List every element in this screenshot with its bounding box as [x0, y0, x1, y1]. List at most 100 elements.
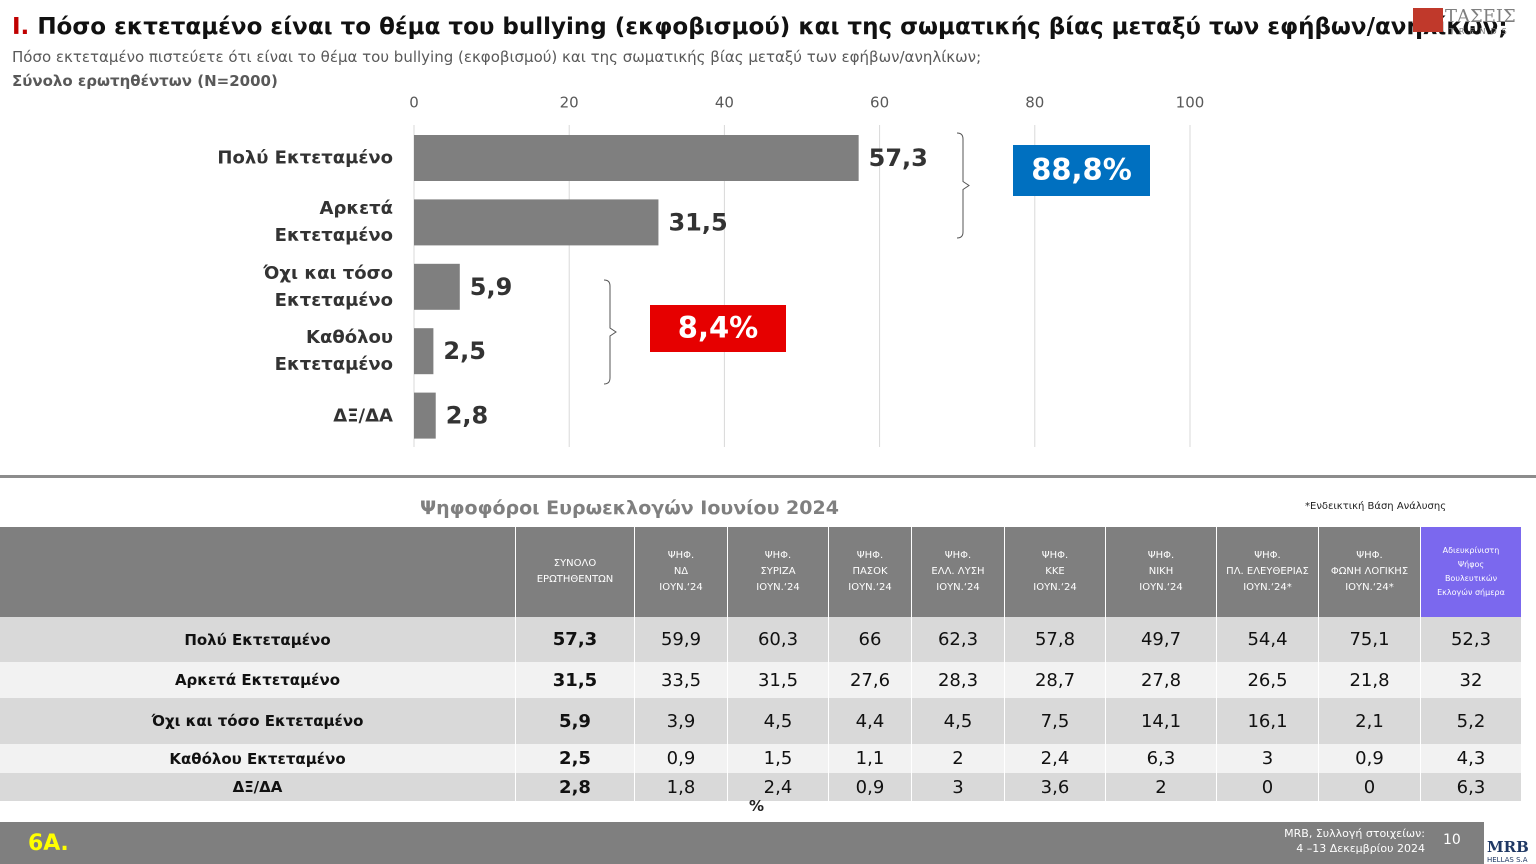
table-note: *Ενδεικτική Βάση Ανάλυσης	[1305, 501, 1447, 512]
table-cell: 49,7	[1105, 617, 1216, 662]
table-cell: 16,1	[1216, 698, 1318, 744]
table-cell: 3	[911, 773, 1004, 801]
table-cell: 0	[1318, 773, 1420, 801]
table-cell: 52,3	[1420, 617, 1521, 662]
table-cell: 0,9	[634, 744, 727, 773]
annotation: 88,8%	[1031, 153, 1132, 187]
subtitle: Πόσο εκτεταμένο πιστεύετε ότι είναι το θ…	[12, 48, 982, 66]
bracket	[603, 279, 617, 385]
value-label: 2,8	[446, 402, 489, 430]
table-cell: 1,1	[828, 744, 911, 773]
bar	[414, 263, 460, 310]
slide-number: 6Α.	[28, 831, 69, 856]
column-header: Αδιευκρίνιστη Ψήφος Βουλευτικών Εκλογών …	[1420, 527, 1521, 617]
value-label: 2,5	[443, 337, 486, 365]
x-tick-label: 80	[1025, 94, 1044, 112]
table-cell: 5,2	[1420, 698, 1521, 744]
mrb-logo-text: MRB	[1487, 838, 1529, 856]
bracket	[956, 132, 970, 239]
table-cell: 4,5	[911, 698, 1004, 744]
table-cell: 6,3	[1420, 773, 1521, 801]
table-cell: 4,4	[828, 698, 911, 744]
category-label: ΔΞ/ΔΑ	[333, 405, 393, 427]
table-cell: 14,1	[1105, 698, 1216, 744]
table-cell: 57,8	[1004, 617, 1105, 662]
category-label: Όχι και τόσο Εκτεταμένο	[263, 262, 393, 311]
header-row-bg	[0, 527, 515, 617]
row-label: Πολύ Εκτεταμένο	[0, 617, 515, 662]
page-number: 10	[1443, 832, 1461, 848]
table-cell: 3,6	[1004, 773, 1105, 801]
category-label: Αρκετά Εκτεταμένο	[274, 198, 393, 247]
x-tick-label: 40	[715, 94, 734, 112]
table-cell: 57,3	[515, 617, 634, 662]
table-cell: 27,6	[828, 662, 911, 698]
bar	[414, 328, 434, 375]
table-cell: 1,5	[727, 744, 828, 773]
table-cell: 4,3	[1420, 744, 1521, 773]
x-tick-label: 20	[560, 94, 579, 112]
table-cell: 0,9	[1318, 744, 1420, 773]
column-header: ΨΗΦ. ΦΩΝΗ ΛΟΓΙΚΗΣ ΙΟΥΝ.‘24*	[1318, 527, 1420, 617]
column-header: ΨΗΦ. ΣΥΡΙΖΑ ΙΟΥΝ.‘24	[727, 527, 828, 617]
table-cell: 28,3	[911, 662, 1004, 698]
table-cell: 2,8	[515, 773, 634, 801]
table-cell: 4,5	[727, 698, 828, 744]
table-cell: 26,5	[1216, 662, 1318, 698]
table-cell: 59,9	[634, 617, 727, 662]
unit: %	[749, 797, 765, 815]
mrb-logo: MRB HELLAS S.A	[1484, 822, 1536, 864]
value-label: 57,3	[869, 144, 928, 172]
bar	[414, 135, 859, 181]
table-cell: 21,8	[1318, 662, 1420, 698]
mrb-logo-sub: HELLAS S.A	[1487, 856, 1528, 864]
table-cell: 6,3	[1105, 744, 1216, 773]
table-cell: 31,5	[515, 662, 634, 698]
bar	[414, 392, 436, 439]
table-cell: 27,8	[1105, 662, 1216, 698]
table-cell: 3,9	[634, 698, 727, 744]
table-cell: 2,4	[727, 773, 828, 801]
row-label: Καθόλου Εκτεταμένο	[0, 744, 515, 773]
table-cell: 3	[1216, 744, 1318, 773]
row-label: ΔΞ/ΔΑ	[0, 773, 515, 801]
column-header: ΣΥΝΟΛΟ ΕΡΩΤΗΘΕΝΤΩΝ	[515, 527, 634, 617]
column-header: ΨΗΦ. ΝΙΚΗ ΙΟΥΝ.‘24	[1105, 527, 1216, 617]
logo-main: ΤΑΣΕΙΣ	[1445, 6, 1516, 27]
column-header: ΨΗΦ. ΚΚΕ ΙΟΥΝ.‘24	[1004, 527, 1105, 617]
annotation-box	[1013, 145, 1150, 196]
row-label: Όχι και τόσο Εκτεταμένο	[0, 698, 515, 744]
table-cell: 1,8	[634, 773, 727, 801]
logo: ΤΑΣΕΙΣ TRENDS	[1413, 6, 1523, 36]
table-cell: 0	[1216, 773, 1318, 801]
bar	[414, 199, 659, 246]
table-cell: 31,5	[727, 662, 828, 698]
table-cell: 54,4	[1216, 617, 1318, 662]
column-header: ΨΗΦ. ΝΔ ΙΟΥΝ.‘24	[634, 527, 727, 617]
row-label: Αρκετά Εκτεταμένο	[0, 662, 515, 698]
base: Σύνολο ερωτηθέντων (N=2000)	[12, 72, 278, 90]
logo-icon	[1413, 8, 1443, 32]
column-header: ΨΗΦ. ΠΑΣΟΚ ΙΟΥΝ.‘24	[828, 527, 911, 617]
table-cell: 60,3	[727, 617, 828, 662]
table-cell: 2,4	[1004, 744, 1105, 773]
table-cell: 2,1	[1318, 698, 1420, 744]
title-number: Ι.	[12, 14, 30, 40]
title-row: Ι. Πόσο εκτεταμένο είναι το θέμα του bul…	[12, 14, 1508, 40]
table-cell: 75,1	[1318, 617, 1420, 662]
table-cell: 32	[1420, 662, 1521, 698]
annotation: 8,4%	[678, 311, 758, 345]
column-header: ΨΗΦ. ΕΛΛ. ΛΥΣΗ ΙΟΥΝ.‘24	[911, 527, 1004, 617]
x-tick-label: 0	[409, 94, 419, 112]
x-tick-label: 60	[870, 94, 889, 112]
table-cell: 0,9	[828, 773, 911, 801]
table-title: Ψηφοφόροι Ευρωεκλογών Ιουνίου 2024	[420, 497, 839, 519]
table-cell: 5,9	[515, 698, 634, 744]
category-label: Καθόλου Εκτεταμένο	[274, 327, 393, 376]
table-cell: 7,5	[1004, 698, 1105, 744]
table-cell: 66	[828, 617, 911, 662]
source: MRB, Συλλογή στοιχείων: 4 –13 Δεκεμβρίου…	[1284, 827, 1425, 855]
logo-sub: TRENDS	[1449, 27, 1512, 36]
